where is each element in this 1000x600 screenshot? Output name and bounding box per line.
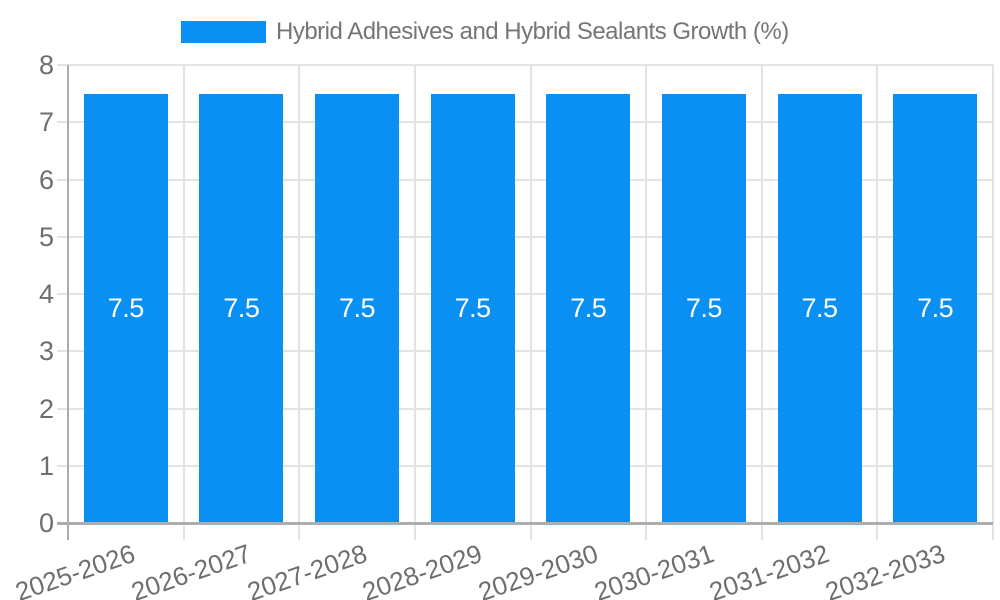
bar-value-label: 7.5 <box>339 292 376 323</box>
legend-label: Hybrid Adhesives and Hybrid Sealants Gro… <box>276 18 789 45</box>
gridline-v <box>645 65 648 540</box>
bar-value-label: 7.5 <box>917 292 954 323</box>
legend-swatch <box>181 21 266 43</box>
gridline-h <box>57 64 993 66</box>
bar: 7.5 <box>430 93 515 523</box>
chart-legend: Hybrid Adhesives and Hybrid Sealants Gro… <box>0 0 1000 56</box>
bar-value-label: 7.5 <box>801 292 839 323</box>
x-tick-label: 2026-2027 <box>127 538 255 600</box>
x-axis-line <box>57 522 993 525</box>
gridline-h <box>57 121 993 124</box>
gridline-v <box>529 65 532 540</box>
y-tick-label: 7 <box>38 107 54 138</box>
bar-value-label: 7.5 <box>223 292 260 323</box>
gridline-v <box>182 65 185 540</box>
bar: 7.5 <box>199 93 284 523</box>
gridline-h <box>57 407 993 410</box>
bar: 7.5 <box>83 93 168 523</box>
gridline-v <box>760 65 763 540</box>
bar: 7.5 <box>777 93 862 523</box>
gridline-v <box>413 65 416 540</box>
y-tick-label: 5 <box>38 221 54 252</box>
bar: 7.5 <box>661 93 746 523</box>
x-tick-label: 2029-2030 <box>474 538 602 600</box>
bar-value-label: 7.5 <box>454 292 492 323</box>
gridline-h <box>57 178 993 181</box>
gridline-v <box>876 65 879 540</box>
x-tick-label: 2028-2029 <box>358 538 487 600</box>
bar-value-label: 7.5 <box>570 292 607 323</box>
gridline-v <box>992 65 994 540</box>
y-tick-label: 8 <box>38 50 54 80</box>
gridline-h <box>57 350 993 353</box>
x-tick-label: 2025-2026 <box>11 538 140 600</box>
x-tick-label: 2031-2032 <box>705 538 834 600</box>
gridline-h <box>57 293 993 295</box>
y-tick-label: 0 <box>38 508 54 538</box>
y-tick-label: 3 <box>38 336 54 367</box>
x-tick-label: 2027-2028 <box>243 538 371 600</box>
bar: 7.5 <box>546 93 631 523</box>
gridline-h <box>57 464 993 467</box>
y-tick-label: 1 <box>38 450 54 481</box>
x-tick-label: 2032-2033 <box>821 538 949 600</box>
bar: 7.5 <box>893 93 978 523</box>
gridline-h <box>57 235 993 238</box>
x-tick-label: 2030-2031 <box>590 538 718 600</box>
y-axis-line <box>67 65 69 540</box>
bar-value-label: 7.5 <box>107 292 145 323</box>
y-tick-label: 4 <box>38 279 54 309</box>
bar: 7.5 <box>315 93 400 523</box>
gridline-v <box>298 65 301 540</box>
y-tick-label: 2 <box>38 393 54 424</box>
bar-value-label: 7.5 <box>685 292 723 323</box>
y-tick-label: 6 <box>38 164 54 195</box>
